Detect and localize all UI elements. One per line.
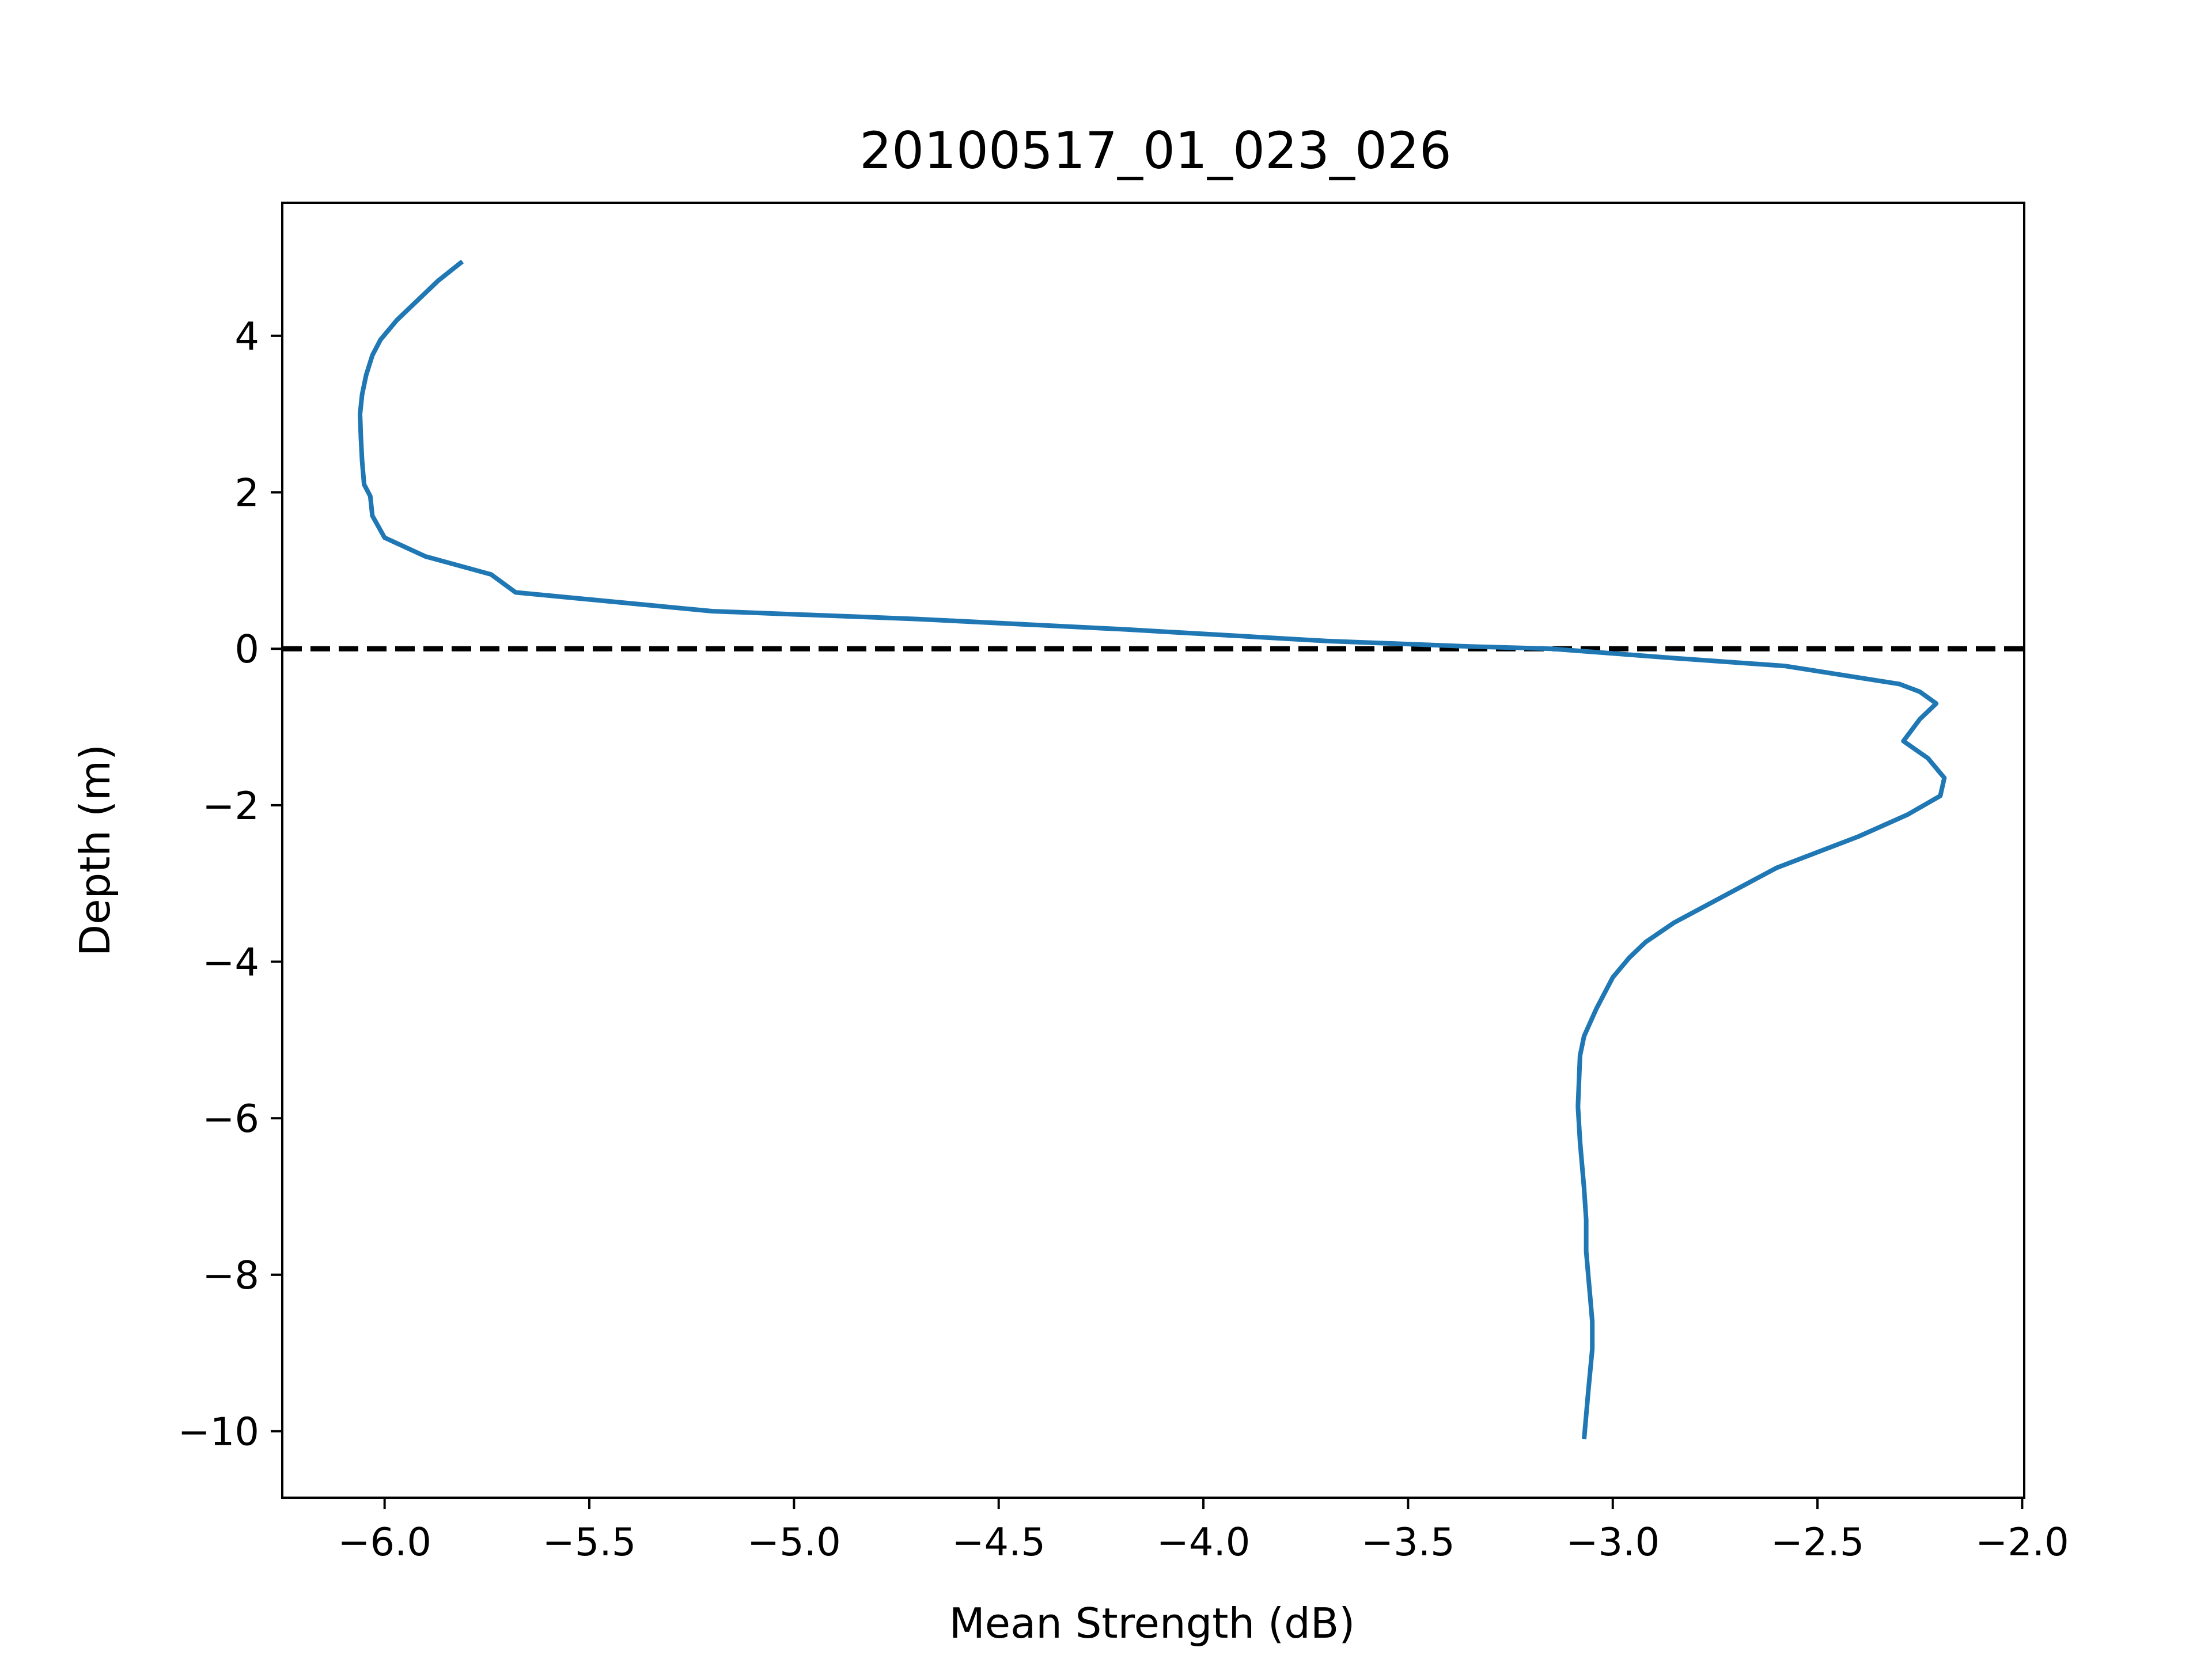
x-tick-label: −2.0: [1975, 1520, 2069, 1565]
plot-frame: [281, 202, 2025, 1499]
x-tick-label: −3.0: [1566, 1520, 1660, 1565]
y-tick-label: −4: [202, 940, 259, 985]
x-tick-label: −4.0: [1157, 1520, 1251, 1565]
y-tick-label: −10: [178, 1410, 259, 1455]
x-tick-label: −4.5: [952, 1520, 1046, 1565]
y-axis-label: Depth (m): [71, 744, 119, 957]
x-tick-label: −3.5: [1361, 1520, 1455, 1565]
x-tick-label: −2.5: [1771, 1520, 1865, 1565]
y-tick-label: −2: [202, 783, 259, 828]
y-tick-label: 0: [234, 627, 259, 672]
x-tick-label: −6.0: [338, 1520, 431, 1565]
x-axis-label: Mean Strength (dB): [949, 1599, 1355, 1647]
x-tick-label: −5.0: [747, 1520, 841, 1565]
y-axis-ticks: 4 2 0 −2 −4 −6 −8 −10: [178, 314, 282, 1455]
y-tick-label: −6: [202, 1096, 259, 1141]
plot-area: [282, 259, 2024, 1440]
chart-title: 20100517_01_023_026: [859, 121, 1452, 180]
x-tick-label: −5.5: [543, 1520, 637, 1565]
y-tick-label: 2: [234, 471, 259, 516]
series-line: [358, 259, 1947, 1440]
x-axis-ticks: −6.0 −5.5 −5.0 −4.5 −4.0 −3.5 −3.0 −2.5 −2.0: [338, 1498, 2069, 1565]
y-tick-label: −8: [202, 1253, 259, 1298]
y-tick-label: 4: [234, 314, 259, 359]
